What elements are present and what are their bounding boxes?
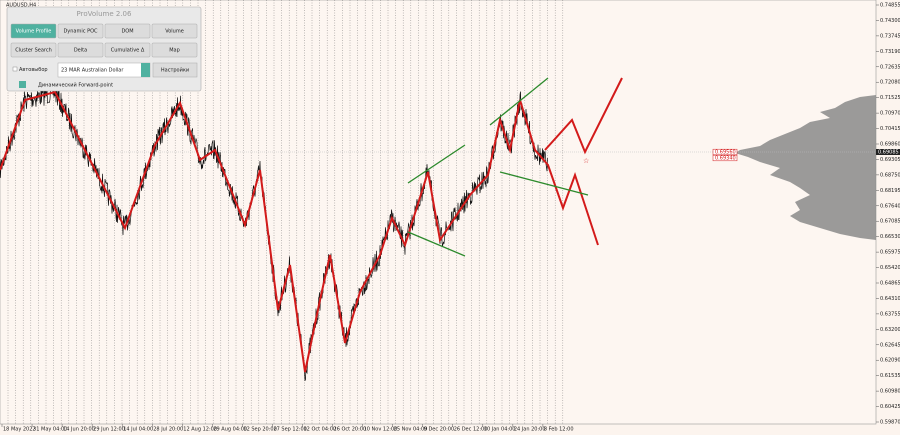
panel-button[interactable] xyxy=(151,42,198,58)
time-label: 14 Jun 20:00 xyxy=(63,427,95,433)
price-label: 0.73190 xyxy=(880,49,900,55)
panel-button-label: DOM xyxy=(121,29,133,35)
price-label: 0.63755 xyxy=(880,311,900,317)
auto-select: Автовыбор xyxy=(19,67,48,73)
panel-button[interactable] xyxy=(151,23,198,39)
time-label: 10 Jan 04:00 xyxy=(484,427,516,433)
time-label: 29 Jun 12:00 xyxy=(93,427,125,433)
time-label: 12 Sep 20:00 xyxy=(243,427,276,433)
time-label: 12 Aug 12:00 xyxy=(183,427,217,433)
price-label: 0.72080 xyxy=(880,80,900,86)
time-label: 27 Sep 12:00 xyxy=(273,427,306,433)
price-label: 0.74300 xyxy=(880,18,900,24)
panel-button[interactable] xyxy=(104,42,151,58)
time-label: 24 Jan 20:00 xyxy=(514,427,546,433)
time-label: 8 Feb 12:00 xyxy=(544,427,574,433)
provolume-panel: ProVolume 2.06 Volume Profile Dynamic POC… xyxy=(6,6,202,92)
current-price: 0.69085 xyxy=(878,150,899,156)
price-label: 0.73745 xyxy=(880,33,900,39)
volume-profile xyxy=(735,95,876,240)
checkbox[interactable] xyxy=(12,66,18,72)
settings-button[interactable] xyxy=(152,62,198,78)
price-label: 0.66530 xyxy=(880,234,900,240)
panel-button[interactable] xyxy=(57,42,104,58)
time-label: 18 May 2022 xyxy=(3,427,36,433)
panel-button-label: Map xyxy=(169,48,180,54)
settings-label: Настройки xyxy=(161,67,189,74)
time-label: 12 Oct 04:00 xyxy=(304,427,337,433)
current-price-box xyxy=(876,149,900,155)
price-label: 0.63200 xyxy=(880,327,900,333)
panel-button[interactable] xyxy=(10,23,57,39)
price-label: 0.59870 xyxy=(880,420,900,426)
panel-button[interactable] xyxy=(104,23,151,39)
panel-button-label: Volume xyxy=(165,29,184,35)
symbol-label: AUDUSD,H4 xyxy=(6,3,36,9)
panel-title: ProVolume 2.06 xyxy=(77,10,132,18)
time-label: 26 Dec 12:00 xyxy=(454,427,488,433)
level-label: 0.69340 xyxy=(715,156,736,162)
price-label: 0.72635 xyxy=(880,64,900,70)
level-box xyxy=(712,154,738,162)
price-label: 0.62090 xyxy=(880,358,900,364)
dropdown-arrow[interactable] xyxy=(141,63,150,77)
price-label: 0.60980 xyxy=(880,389,900,395)
zigzag xyxy=(0,90,599,373)
forecast xyxy=(544,77,623,155)
instrument: 23 MAR Australian Dollar xyxy=(61,68,124,74)
time-label: 31 May 04:00 xyxy=(33,427,67,433)
price-label: 0.64310 xyxy=(880,296,900,302)
price-label: 0.60425 xyxy=(880,404,900,410)
price-label: 0.61535 xyxy=(880,373,900,379)
time-label: 29 Aug 04:00 xyxy=(213,427,247,433)
price-label: 0.68750 xyxy=(880,172,900,178)
forward-icon[interactable] xyxy=(19,81,26,88)
panel-button-label: Delta xyxy=(74,48,87,54)
price-label: 0.64865 xyxy=(880,281,900,287)
price-label: 0.70415 xyxy=(880,126,900,132)
price-label: 0.62645 xyxy=(880,342,900,348)
price-label: 0.69860 xyxy=(880,142,900,148)
arrow-mark: ☆ xyxy=(583,157,589,165)
time-label: 14 Jul 04:00 xyxy=(123,427,153,433)
time-label: 26 Oct 20:00 xyxy=(334,427,367,433)
price-label: 0.65975 xyxy=(880,250,900,256)
panel-button[interactable] xyxy=(57,23,104,39)
panel-button-label: Cluster Search xyxy=(15,48,52,54)
forward-point: Динамический Forward-point xyxy=(38,82,113,89)
time-label: 9 Dec 20:00 xyxy=(424,427,454,433)
price-label: 0.71525 xyxy=(880,95,900,101)
price-label: 0.65420 xyxy=(880,265,900,271)
panel-button-label: Cumulative Δ xyxy=(111,48,145,54)
level-label: 0.69560 xyxy=(715,150,736,156)
price-label: 0.69305 xyxy=(880,157,900,163)
price-label: 0.70970 xyxy=(880,111,900,117)
price-label: 0.67085 xyxy=(880,219,900,225)
panel-button[interactable] xyxy=(10,42,57,58)
price-label: 0.67640 xyxy=(880,203,900,209)
price-label: 0.74855 xyxy=(880,3,900,9)
panel-button-label: Volume Profile xyxy=(16,29,52,35)
channel-lines xyxy=(407,77,589,257)
time-label: 28 Jul 20:00 xyxy=(153,427,183,433)
time-label: 25 Nov 04:00 xyxy=(394,427,428,433)
level-box xyxy=(712,148,738,156)
price-label: 0.68195 xyxy=(880,188,900,194)
time-label: 10 Nov 12:00 xyxy=(364,427,398,433)
panel-button-label: Dynamic POC xyxy=(63,29,98,35)
